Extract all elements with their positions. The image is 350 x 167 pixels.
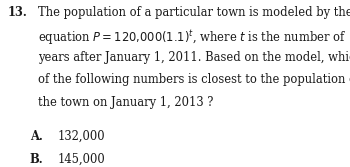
Text: equation $P = 120{,}000(1.1)^t$, where $t$ is the number of: equation $P = 120{,}000(1.1)^t$, where $… [38, 28, 346, 47]
Text: A.: A. [30, 130, 42, 143]
Text: the town on January 1, 2013 ?: the town on January 1, 2013 ? [38, 96, 213, 109]
Text: 13.: 13. [8, 6, 27, 19]
Text: The population of a particular town is modeled by the: The population of a particular town is m… [38, 6, 350, 19]
Text: of the following numbers is closest to the population of: of the following numbers is closest to t… [38, 73, 350, 87]
Text: 132,000: 132,000 [58, 130, 105, 143]
Text: 145,000: 145,000 [58, 153, 105, 166]
Text: B.: B. [30, 153, 43, 166]
Text: years after January 1, 2011. Based on the model, which: years after January 1, 2011. Based on th… [38, 51, 350, 64]
